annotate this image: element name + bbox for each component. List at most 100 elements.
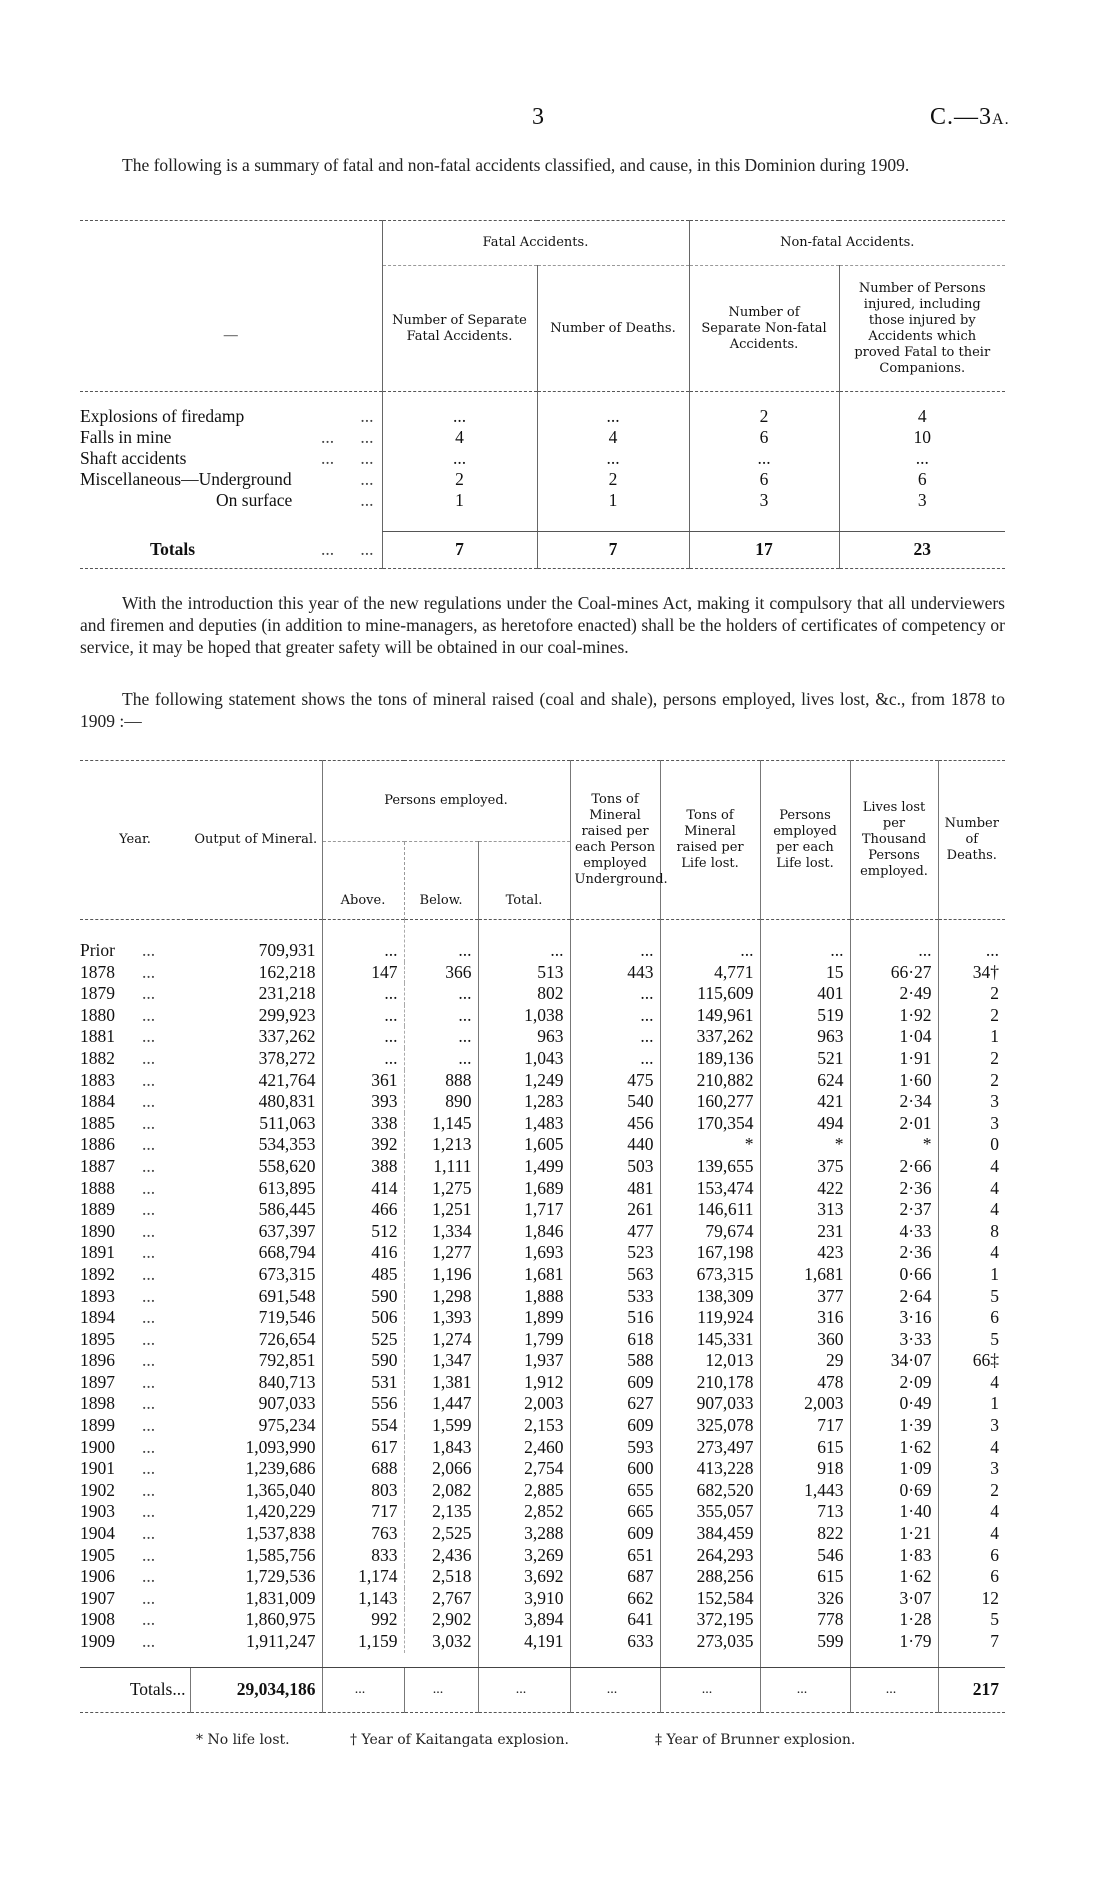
table-row: 1903... 1,420,229 717 2,135 2,852 665 355,057 7…: [80, 1501, 1006, 1524]
value-cell: 963: [759, 1026, 851, 1048]
year-cell: 1885...: [80, 1113, 190, 1135]
total-value: 7: [381, 531, 537, 568]
value-cell: 313: [759, 1199, 851, 1221]
year: 1893: [80, 1285, 115, 1306]
year: 1884: [80, 1091, 115, 1112]
value-cell: ...: [536, 391, 689, 427]
value-cell: 3·16: [849, 1307, 939, 1329]
header-persons-per-life: Persons employed per each Life lost.: [759, 760, 851, 920]
value-cell: 1,347: [403, 1350, 478, 1372]
value-cell: 2,518: [403, 1566, 478, 1588]
value-cell: 388: [321, 1155, 404, 1178]
value-cell: 4: [937, 1155, 1006, 1178]
value-cell: 210,178: [659, 1371, 761, 1394]
value-cell: 1,843: [403, 1436, 478, 1459]
year: 1900: [80, 1436, 115, 1457]
year: 1899: [80, 1415, 115, 1436]
spacer-cell: [404, 1652, 478, 1668]
spacer-cell: [838, 511, 1006, 532]
leader-dots: ...: [142, 1177, 156, 1198]
table-row: 1896... 792,851 590 1,347 1,937 588 12,013 29 34…: [80, 1350, 1006, 1372]
table-row: 1884... 480,831 393 890 1,283 540 160,277 421 2·…: [80, 1091, 1006, 1113]
value-cell: 651: [569, 1544, 661, 1567]
value-cell: 3: [937, 1112, 1006, 1135]
total-value: ...: [403, 1667, 478, 1713]
column-header: Number of Deaths.: [536, 265, 689, 392]
value-cell: 1·21: [849, 1523, 939, 1545]
value-cell: 4: [381, 427, 537, 448]
value-cell: 633: [569, 1631, 661, 1653]
value-cell: 975,234: [258, 1415, 316, 1436]
value-cell: ...: [321, 1026, 404, 1048]
value-cell: ...: [403, 1004, 478, 1027]
statement-intro-paragraph: The following statement shows the tons o…: [80, 689, 1005, 731]
year: 1885: [80, 1112, 115, 1133]
value-cell: 4: [536, 427, 689, 448]
value-cell: 34·07: [849, 1350, 939, 1372]
value-cell: 1,239,686: [245, 1458, 316, 1479]
value-cell: 531: [321, 1371, 404, 1394]
total-value: ...: [569, 1667, 661, 1713]
spacer-cell: [80, 1652, 190, 1668]
table-row: 1899... 975,234 554 1,599 2,153 609 325,078 717…: [80, 1415, 1006, 1437]
page-number: 3: [532, 104, 544, 130]
value-cell: 4,191: [477, 1631, 571, 1653]
spacer-cell: [80, 511, 382, 532]
table-row: 1881... 337,262...... 963... 337,262 963 1·04…: [80, 1026, 1006, 1048]
spacer-cell: [688, 511, 839, 532]
value-cell: 1·60: [849, 1069, 939, 1092]
year-cell: 1883...: [80, 1070, 190, 1092]
table-row: 1897... 840,713 531 1,381 1,912 609 210,178 478…: [80, 1371, 1006, 1394]
year: 1903: [80, 1501, 115, 1522]
value-cell: 1,799: [477, 1328, 571, 1351]
value-cell: 717: [759, 1415, 851, 1437]
value-cell: 1·79: [849, 1631, 939, 1653]
value-cell: 0: [937, 1134, 1006, 1156]
totals-label-cell: Totals ... ...: [80, 532, 382, 569]
value-cell: 0·66: [849, 1263, 939, 1286]
group-header-fatal: Fatal Accidents.: [381, 220, 689, 266]
value-cell: 1·92: [849, 1004, 939, 1027]
value-cell: 2: [688, 391, 839, 427]
value-cell: 1,911,247: [246, 1631, 316, 1651]
value-cell: 890: [403, 1091, 478, 1113]
value-cell: 1,277: [403, 1242, 478, 1264]
value-cell: 2: [937, 1047, 1006, 1070]
value-cell: 1,043: [477, 1047, 571, 1070]
value-cell: 803: [321, 1479, 404, 1502]
value-cell: ...: [403, 1026, 478, 1048]
year-cell: 1897...: [80, 1372, 190, 1394]
row-label-cell: Miscellaneous—Underground...: [80, 469, 382, 490]
value-cell: 3·33: [849, 1328, 939, 1351]
value-cell: ...: [569, 1026, 661, 1048]
value-cell: 1,420,229: [245, 1501, 316, 1522]
value-cell: 802: [477, 983, 571, 1005]
value-cell: *: [759, 1134, 851, 1156]
year-cell: 1900...: [80, 1437, 190, 1459]
year-cell: 1888...: [80, 1178, 190, 1200]
year-cell: 1893...: [80, 1286, 190, 1308]
value-cell: 506: [321, 1307, 404, 1329]
value-cell: 617: [321, 1436, 404, 1459]
value-cell: 1,159: [321, 1631, 404, 1653]
value-cell: 1,499: [477, 1155, 571, 1178]
value-cell: 10: [838, 427, 1006, 448]
value-cell: 2·01: [849, 1112, 939, 1135]
value-cell: 1,599: [403, 1415, 478, 1437]
value-cell: 558,620: [258, 1155, 316, 1176]
leader-dots: ...: [360, 406, 374, 426]
value-cell: 119,924: [659, 1307, 761, 1329]
value-cell: 377: [759, 1285, 851, 1308]
spacer-cell: [321, 1652, 404, 1668]
value-cell: ...: [321, 919, 404, 962]
value-cell: 4: [937, 1177, 1006, 1200]
table-row: 1887... 558,620 388 1,111 1,499 503 139,655 375…: [80, 1155, 1006, 1178]
year: 1886: [80, 1134, 115, 1155]
value-cell: ...: [569, 983, 661, 1005]
leader-dots: ...: [142, 1458, 156, 1479]
value-cell: 1,831,009: [245, 1587, 316, 1608]
value-cell: 1,196: [403, 1263, 478, 1286]
value-cell: 673,315: [659, 1263, 761, 1286]
leader-dots: ...: [142, 1587, 156, 1608]
value-cell: 392: [321, 1134, 404, 1156]
